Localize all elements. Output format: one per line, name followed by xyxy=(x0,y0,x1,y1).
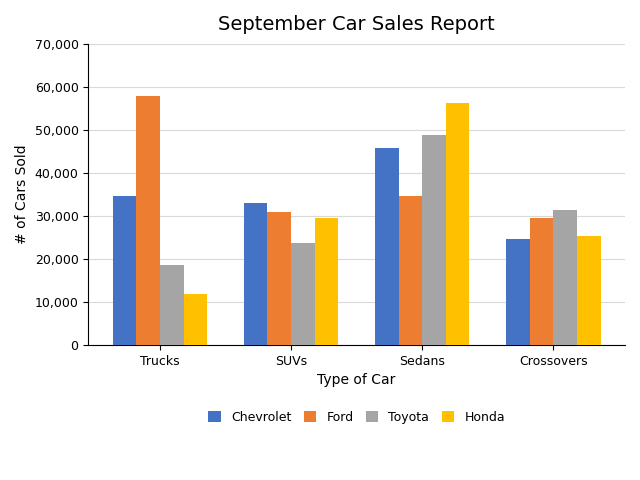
Bar xyxy=(268,212,291,345)
Bar xyxy=(315,218,339,345)
Bar xyxy=(136,96,160,345)
Bar xyxy=(113,196,136,345)
Bar xyxy=(160,265,184,345)
Bar xyxy=(184,294,207,345)
X-axis label: Type of Car: Type of Car xyxy=(317,373,396,387)
Bar xyxy=(554,210,577,345)
Legend: Chevrolet, Ford, Toyota, Honda: Chevrolet, Ford, Toyota, Honda xyxy=(204,406,510,429)
Bar xyxy=(506,239,530,345)
Bar xyxy=(577,236,600,345)
Y-axis label: # of Cars Sold: # of Cars Sold xyxy=(15,145,29,244)
Bar xyxy=(530,218,554,345)
Bar xyxy=(291,243,315,345)
Bar xyxy=(244,203,268,345)
Bar xyxy=(375,148,399,345)
Bar xyxy=(422,135,446,345)
Title: September Car Sales Report: September Car Sales Report xyxy=(218,15,495,34)
Bar xyxy=(446,103,469,345)
Bar xyxy=(399,196,422,345)
